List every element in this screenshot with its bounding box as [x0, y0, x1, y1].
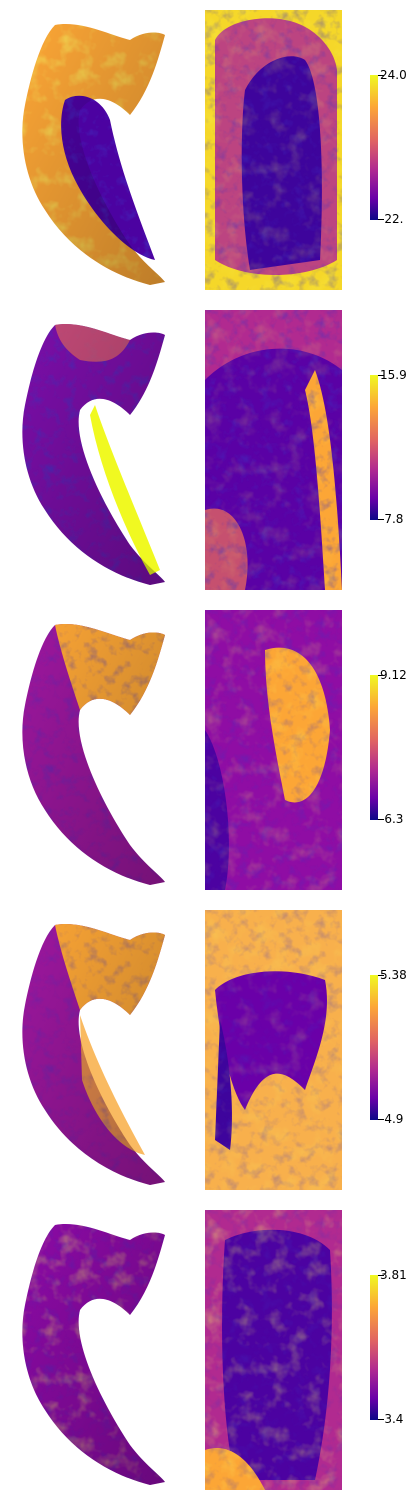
hippocampus-surface-2	[22, 323, 165, 585]
unfolded-map-4	[205, 910, 342, 1190]
colorbar-2-min-label: -7.8	[380, 512, 404, 526]
hippocampus-surface-4	[22, 923, 165, 1185]
hippocampus-surface-3	[22, 623, 165, 885]
colorbar-4-max-tick	[378, 975, 384, 976]
colorbar-2	[370, 375, 378, 520]
colorbar-3-min-label: -6.3	[380, 812, 404, 826]
colorbar-1-max-label: 24.0	[380, 68, 407, 82]
colorbar-2-max-label: 15.9	[380, 368, 407, 382]
panel-3: 9.12 -6.3	[0, 600, 410, 900]
colorbar-4	[370, 975, 378, 1120]
colorbar-3	[370, 675, 378, 820]
colorbar-2-max-tick	[378, 375, 384, 376]
hippocampus-surface-5	[22, 1223, 165, 1485]
colorbar-1	[370, 75, 378, 220]
unfolded-map-2	[205, 310, 342, 590]
panel-1: 24.0 -22.	[0, 0, 410, 300]
panel-5: 3.81 -3.4	[0, 1200, 410, 1500]
colorbar-4-max-label: 5.38	[380, 968, 407, 982]
panel-2: 15.9 -7.8	[0, 300, 410, 600]
colorbar-5-max-label: 3.81	[380, 1268, 407, 1282]
unfolded-map-3	[205, 610, 342, 890]
colorbar-5-max-tick	[378, 1275, 384, 1276]
colorbar-3-max-label: 9.12	[380, 668, 407, 682]
hippocampus-surface-1	[22, 23, 165, 285]
unfolded-map-5	[205, 1210, 342, 1490]
unfolded-map-1	[205, 10, 342, 290]
colorbar-5-min-tick	[378, 1419, 384, 1420]
colorbar-3-min-tick	[378, 819, 384, 820]
colorbar-1-min-tick	[378, 219, 384, 220]
colorbar-2-min-tick	[378, 519, 384, 520]
panel-4: 5.38 -4.9	[0, 900, 410, 1200]
colorbar-1-min-label: -22.	[380, 212, 404, 226]
colorbar-4-min-tick	[378, 1119, 384, 1120]
colorbar-4-min-label: -4.9	[380, 1112, 404, 1126]
colorbar-5	[370, 1275, 378, 1420]
colorbar-3-max-tick	[378, 675, 384, 676]
colorbar-5-min-label: -3.4	[380, 1412, 404, 1426]
colorbar-1-max-tick	[378, 75, 384, 76]
